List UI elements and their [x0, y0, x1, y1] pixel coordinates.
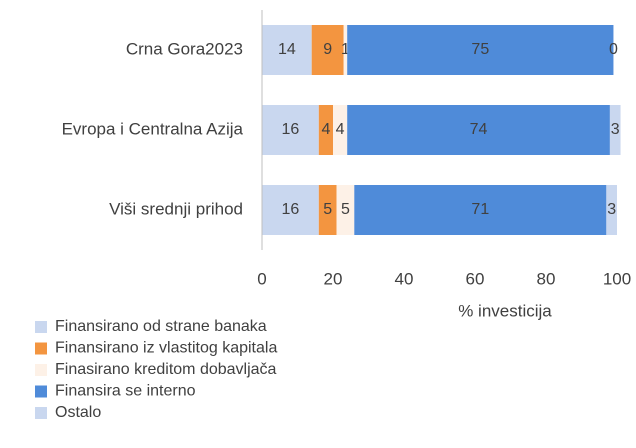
- bar-segment: [336, 185, 355, 235]
- x-tick-label: 40: [395, 269, 414, 288]
- bar-segment: [347, 105, 610, 155]
- bar-segment: [347, 25, 614, 75]
- bar-segment: [262, 105, 319, 155]
- bar-segment: [262, 25, 312, 75]
- data-label: 75: [471, 41, 489, 58]
- x-tick-label: 0: [257, 269, 266, 288]
- x-tick-label: 100: [603, 269, 631, 288]
- data-label: 16: [282, 121, 300, 138]
- legend-swatch: [35, 342, 47, 355]
- data-label: 3: [607, 201, 616, 218]
- bar-segment: [343, 25, 348, 75]
- legend-label: Finansira se interno: [55, 383, 196, 400]
- bar-segment: [311, 25, 344, 75]
- data-label: 74: [470, 121, 488, 138]
- legend-swatch: [35, 407, 47, 419]
- bar-segment: [609, 105, 621, 155]
- legend-swatch: [35, 385, 47, 398]
- data-label: 4: [336, 121, 345, 138]
- legend-swatch: [35, 321, 47, 333]
- bar-segment: [333, 105, 348, 155]
- legend-label: Finansirano od strane banaka: [55, 318, 267, 335]
- data-label: 16: [282, 201, 300, 218]
- x-axis-label: % investicija: [458, 301, 552, 320]
- x-tick-label: 80: [537, 269, 556, 288]
- data-label: 5: [323, 201, 332, 218]
- data-label: 1: [341, 41, 350, 58]
- y-tick-label: Evropa i Centralna Azija: [62, 119, 244, 138]
- data-label: 71: [471, 201, 489, 218]
- bar-segment: [318, 105, 333, 155]
- legend-label: Ostalo: [55, 404, 101, 421]
- x-tick-label: 20: [324, 269, 343, 288]
- data-label: 0: [609, 41, 618, 58]
- data-label: 4: [321, 121, 330, 138]
- y-tick-label: Crna Gora2023: [126, 39, 243, 58]
- data-label: 3: [611, 121, 620, 138]
- bar-segment: [354, 185, 607, 235]
- legend-label: Finasirano kreditom dobavljača: [55, 361, 277, 378]
- bar-segment: [262, 185, 319, 235]
- legend-label: Finansirano iz vlastitog kapitala: [55, 340, 277, 357]
- data-label: 14: [278, 41, 296, 58]
- legend-swatch: [35, 364, 47, 376]
- data-label: 5: [341, 201, 350, 218]
- bar-segment: [318, 185, 337, 235]
- x-tick-label: 60: [466, 269, 485, 288]
- y-tick-label: Viši srednji prihod: [109, 199, 243, 218]
- data-label: 9: [323, 41, 332, 58]
- bar-segment: [606, 185, 617, 235]
